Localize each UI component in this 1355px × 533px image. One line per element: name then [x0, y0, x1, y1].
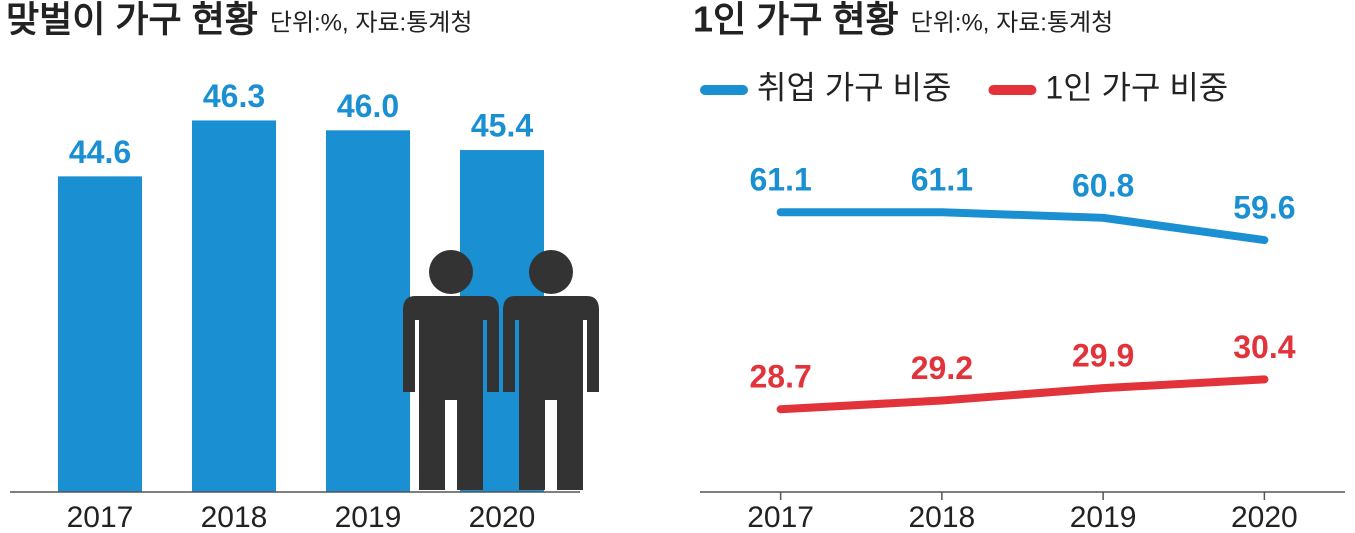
- value-label: 28.7: [749, 359, 811, 395]
- value-label: 60.8: [1072, 167, 1134, 203]
- value-label: 29.2: [911, 350, 973, 386]
- value-label: 30.4: [1233, 329, 1295, 365]
- chart-title: 맞벌이 가구 현황: [6, 0, 258, 40]
- chart-subtitle: 단위:%, 자료:통계청: [911, 9, 1114, 36]
- x-tick-label: 2017: [747, 501, 814, 533]
- series-line: [776, 208, 1269, 245]
- value-label: 29.9: [1072, 338, 1134, 374]
- legend-label: 취업 가구 비중: [757, 69, 951, 105]
- value-label: 45.4: [471, 108, 533, 144]
- value-label: 61.1: [749, 162, 811, 198]
- x-tick-label: 2017: [67, 501, 134, 533]
- x-tick-label: 2018: [909, 501, 976, 533]
- value-label: 59.6: [1233, 189, 1295, 225]
- value-label: 44.6: [69, 134, 131, 170]
- legend-label: 1인 가구 비중: [1045, 69, 1228, 105]
- bar: [58, 176, 142, 493]
- bar: [326, 130, 410, 492]
- value-label: 61.1: [911, 162, 973, 198]
- x-tick-label: 2020: [469, 501, 536, 533]
- people-icon: [403, 250, 599, 490]
- value-label: 46.0: [337, 88, 399, 124]
- chart-subtitle: 단위:%, 자료:통계청: [270, 9, 473, 36]
- bar: [192, 120, 276, 493]
- x-tick-label: 2020: [1231, 501, 1298, 533]
- series-line: [776, 375, 1269, 414]
- x-tick-label: 2018: [201, 501, 268, 533]
- x-tick-label: 2019: [1070, 501, 1137, 533]
- chart-title: 1인 가구 현황: [693, 0, 899, 40]
- x-tick-label: 2019: [335, 501, 402, 533]
- value-label: 46.3: [203, 78, 265, 114]
